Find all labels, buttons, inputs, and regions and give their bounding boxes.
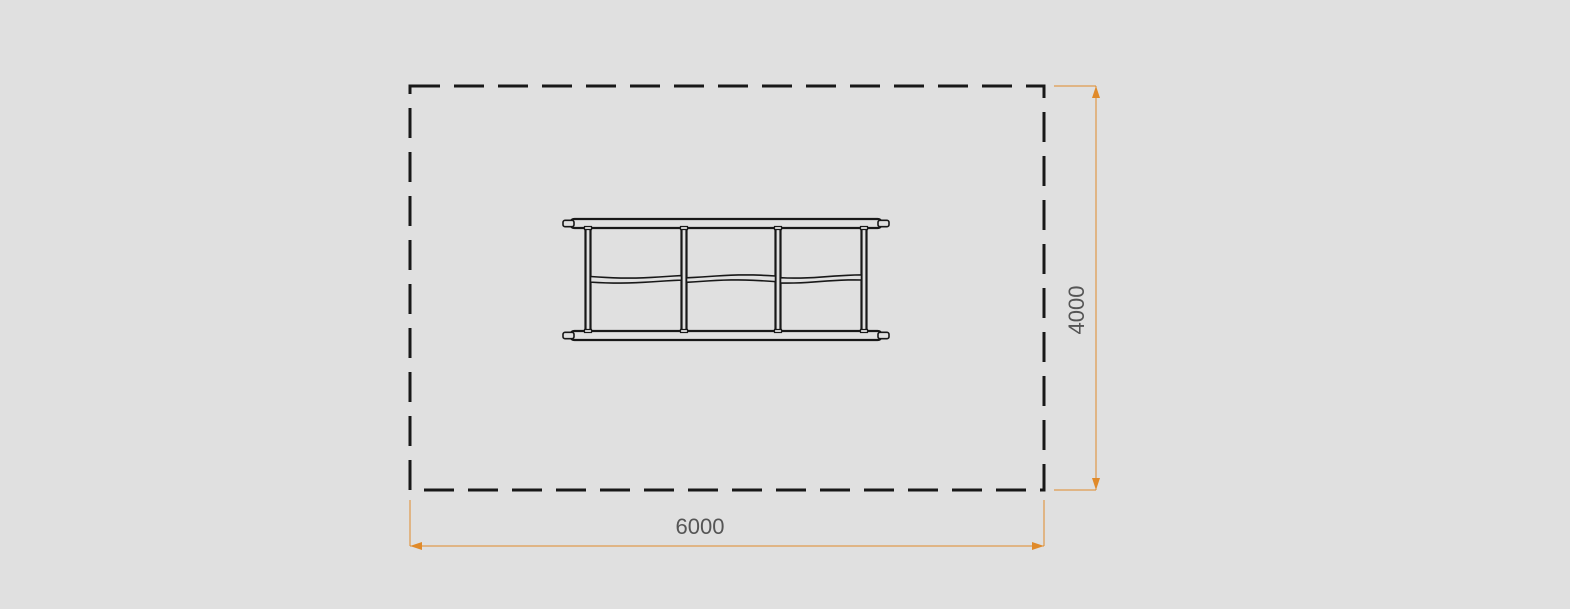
diagram-canvas: 6000 4000 — [0, 0, 1570, 609]
dimension-horizontal-label: 6000 — [676, 514, 725, 539]
dimension-vertical-label: 4000 — [1064, 286, 1089, 335]
drawing-svg: 6000 4000 — [0, 0, 1570, 609]
